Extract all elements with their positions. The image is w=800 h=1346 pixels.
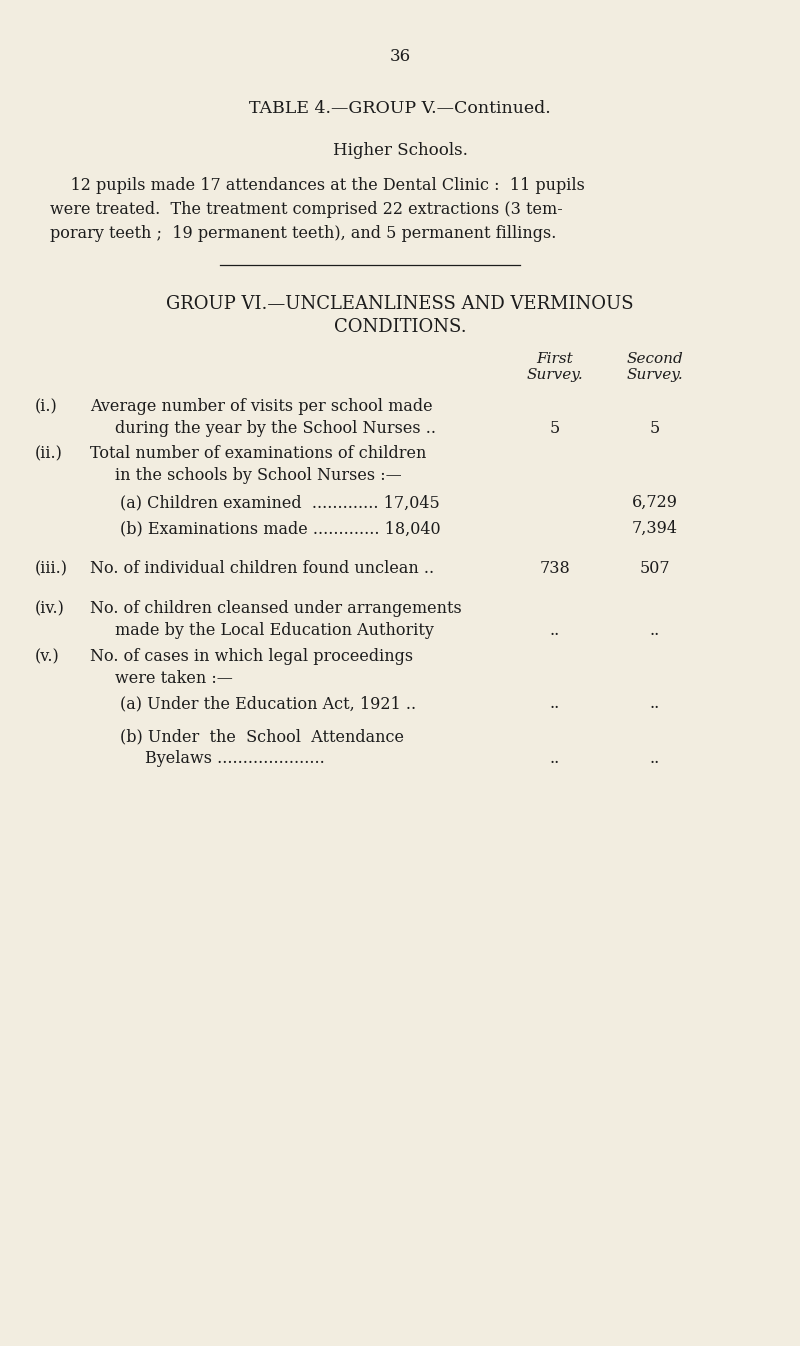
Text: Higher Schools.: Higher Schools.	[333, 141, 467, 159]
Text: ..: ..	[550, 695, 560, 712]
Text: ..: ..	[650, 695, 660, 712]
Text: in the schools by School Nurses :—: in the schools by School Nurses :—	[115, 467, 402, 485]
Text: Second: Second	[626, 353, 683, 366]
Text: TABLE 4.—GROUP V.—Continued.: TABLE 4.—GROUP V.—Continued.	[249, 100, 551, 117]
Text: made by the Local Education Authority: made by the Local Education Authority	[115, 622, 434, 639]
Text: were taken :—: were taken :—	[115, 670, 233, 686]
Text: 5: 5	[550, 420, 560, 437]
Text: ..: ..	[550, 750, 560, 767]
Text: (v.): (v.)	[35, 647, 60, 665]
Text: CONDITIONS.: CONDITIONS.	[334, 318, 466, 336]
Text: 7,394: 7,394	[632, 520, 678, 537]
Text: 738: 738	[540, 560, 570, 577]
Text: ..: ..	[650, 750, 660, 767]
Text: No. of cases in which legal proceedings: No. of cases in which legal proceedings	[90, 647, 413, 665]
Text: No. of children cleansed under arrangements: No. of children cleansed under arrangeme…	[90, 600, 462, 616]
Text: (a) Under the Education Act, 1921 ..: (a) Under the Education Act, 1921 ..	[120, 695, 416, 712]
Text: 36: 36	[390, 48, 410, 65]
Text: (iii.): (iii.)	[35, 560, 68, 577]
Text: 12 pupils made 17 attendances at the Dental Clinic :  11 pupils: 12 pupils made 17 attendances at the Den…	[50, 178, 585, 194]
Text: (i.): (i.)	[35, 398, 58, 415]
Text: Total number of examinations of children: Total number of examinations of children	[90, 446, 426, 462]
Text: 6,729: 6,729	[632, 494, 678, 511]
Text: porary teeth ;  19 permanent teeth), and 5 permanent fillings.: porary teeth ; 19 permanent teeth), and …	[50, 225, 556, 242]
Text: 507: 507	[640, 560, 670, 577]
Text: No. of individual children found unclean ..: No. of individual children found unclean…	[90, 560, 434, 577]
Text: were treated.  The treatment comprised 22 extractions (3 tem-: were treated. The treatment comprised 22…	[50, 201, 562, 218]
Text: Survey.: Survey.	[526, 367, 583, 382]
Text: Byelaws .....................: Byelaws .....................	[145, 750, 325, 767]
Text: ..: ..	[550, 622, 560, 639]
Text: GROUP VI.—UNCLEANLINESS AND VERMINOUS: GROUP VI.—UNCLEANLINESS AND VERMINOUS	[166, 295, 634, 314]
Text: ..: ..	[650, 622, 660, 639]
Text: (ii.): (ii.)	[35, 446, 63, 462]
Text: Survey.: Survey.	[626, 367, 683, 382]
Text: First: First	[537, 353, 574, 366]
Text: (b) Under  the  School  Attendance: (b) Under the School Attendance	[120, 728, 404, 744]
Text: (a) Children examined  ............. 17,045: (a) Children examined ............. 17,0…	[120, 494, 440, 511]
Text: (b) Examinations made ............. 18,040: (b) Examinations made ............. 18,0…	[120, 520, 441, 537]
Text: Average number of visits per school made: Average number of visits per school made	[90, 398, 433, 415]
Text: (iv.): (iv.)	[35, 600, 65, 616]
Text: 5: 5	[650, 420, 660, 437]
Text: during the year by the School Nurses ..: during the year by the School Nurses ..	[115, 420, 436, 437]
